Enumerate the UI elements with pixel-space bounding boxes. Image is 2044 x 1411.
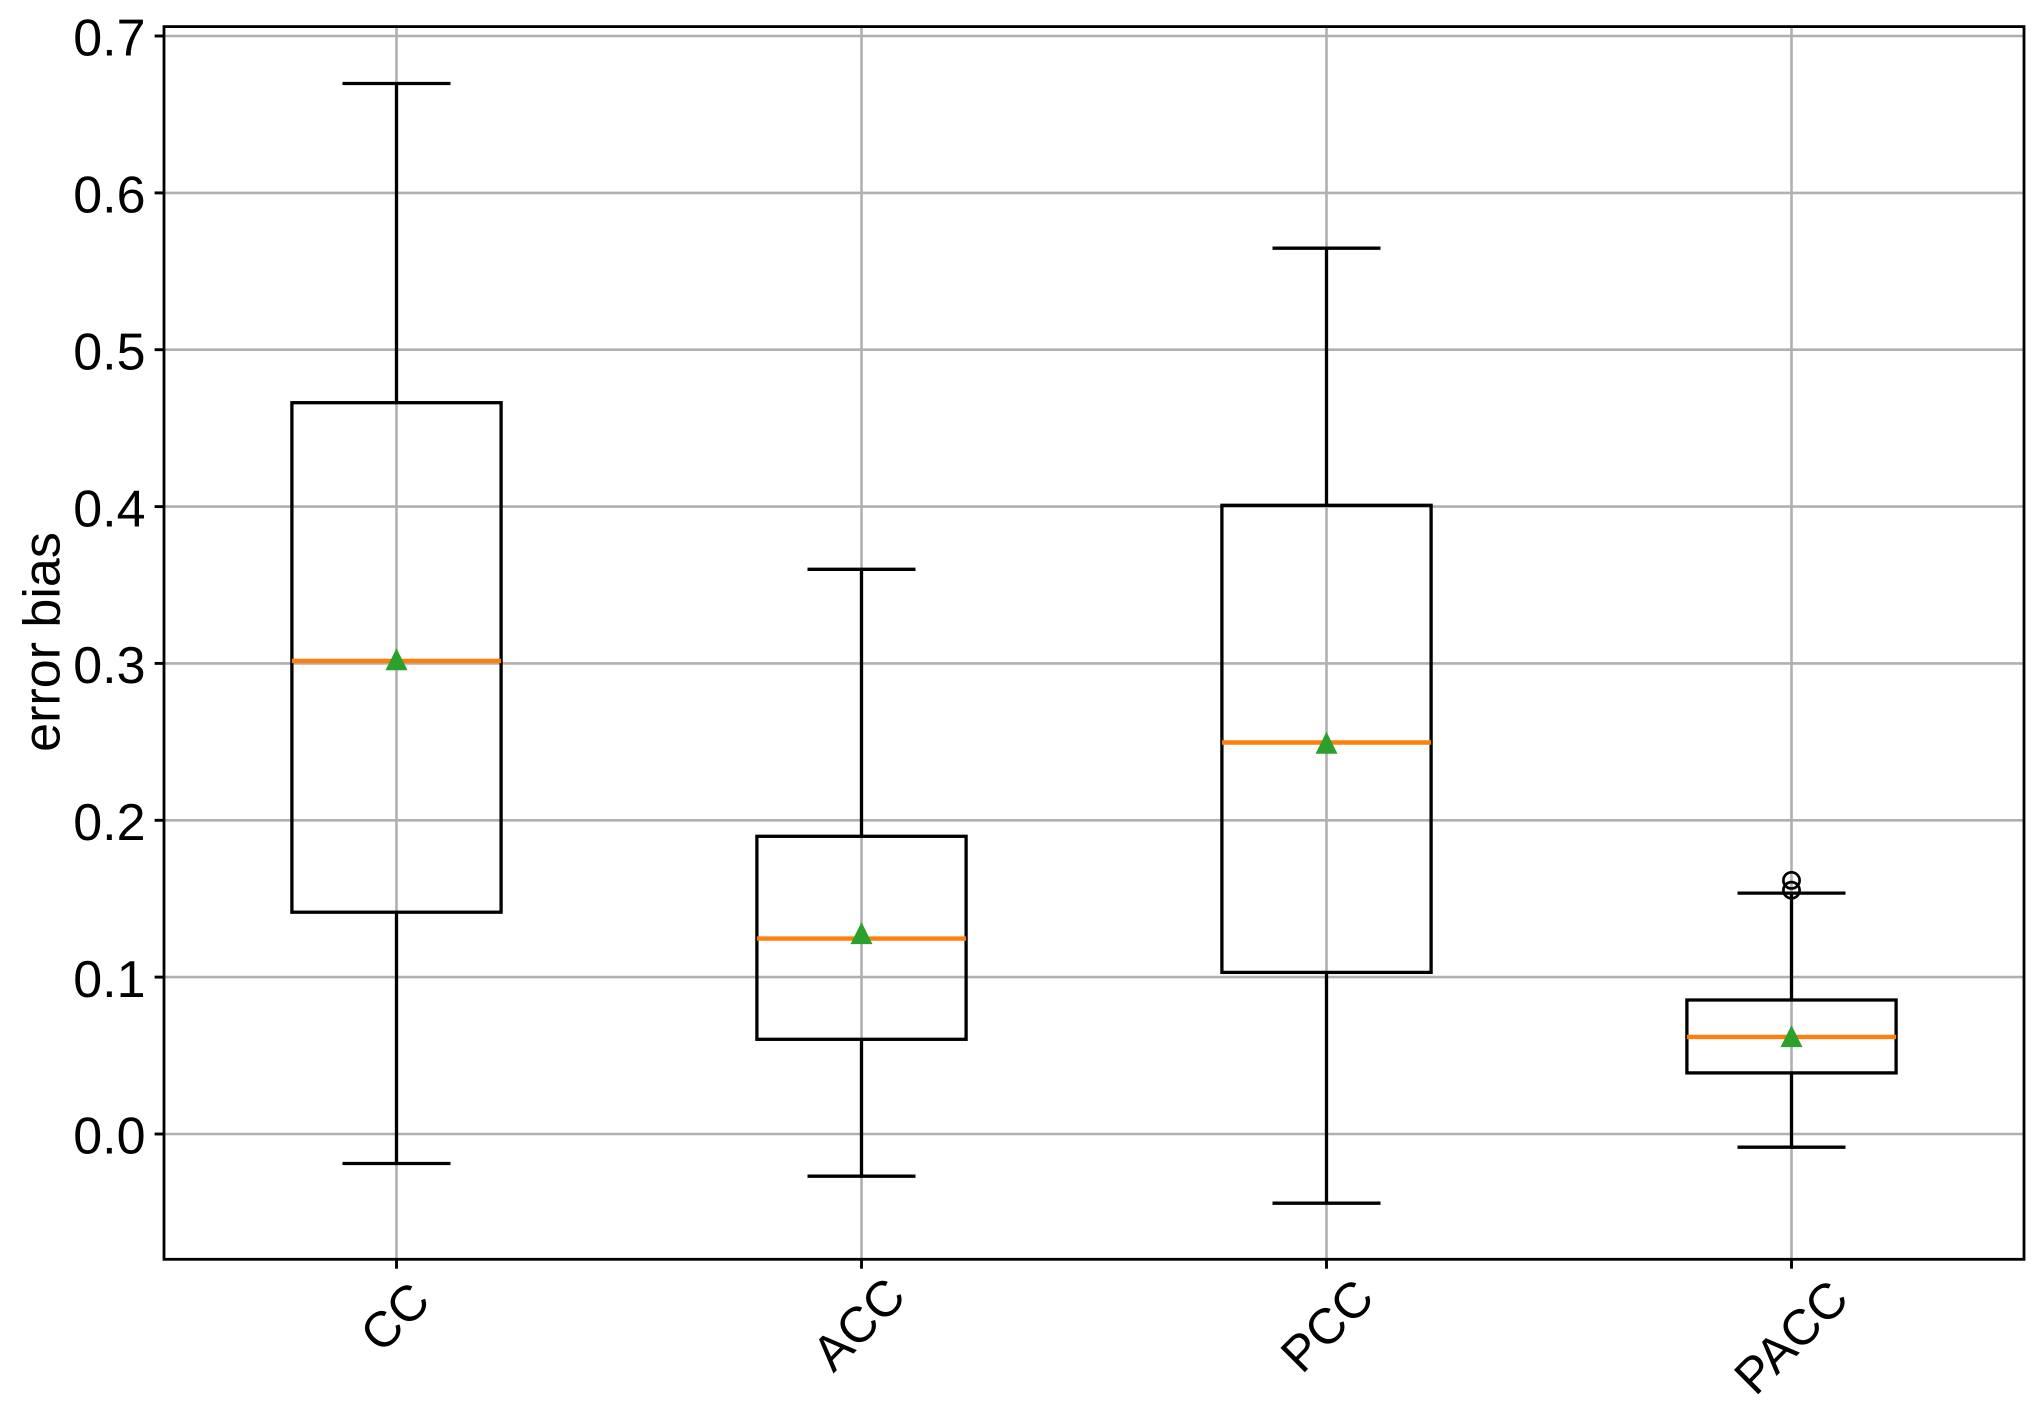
svg-text:0.3: 0.3 (73, 637, 145, 695)
svg-text:0.5: 0.5 (73, 323, 145, 381)
svg-text:0.0: 0.0 (73, 1108, 145, 1166)
svg-text:0.7: 0.7 (73, 10, 145, 68)
svg-text:0.2: 0.2 (73, 794, 145, 852)
svg-text:error bias: error bias (14, 532, 72, 752)
svg-text:0.4: 0.4 (73, 480, 145, 538)
svg-text:0.6: 0.6 (73, 167, 145, 225)
svg-text:0.1: 0.1 (73, 951, 145, 1009)
